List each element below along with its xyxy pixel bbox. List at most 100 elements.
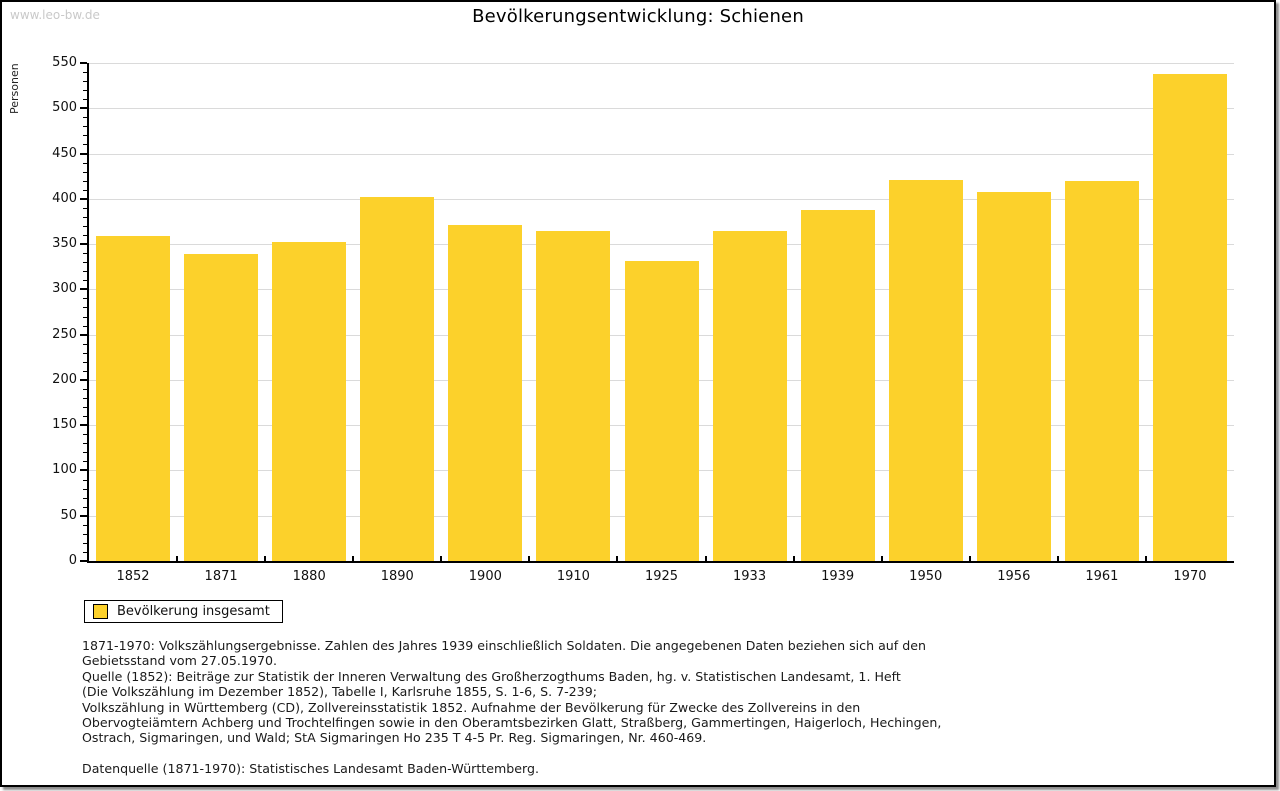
y-tick-460: [83, 144, 87, 146]
x-tick-4: [440, 556, 443, 561]
bar-1900: [448, 225, 523, 561]
y-tick-280: [83, 307, 87, 309]
footnote-paragraph-1: 1871-1970: Volkszählungsergebnisse. Zahl…: [82, 638, 941, 746]
footnote-line: Datenquelle (1871-1970): Statistisches L…: [82, 760, 539, 776]
footnote-line: Gebietsstand vom 27.05.1970.: [82, 653, 277, 669]
y-tick-130: [83, 443, 87, 445]
y-tick-170: [83, 407, 87, 409]
x-tick-8: [792, 556, 795, 561]
y-tick-label-0: 0: [68, 553, 77, 568]
y-tick-100: [80, 469, 87, 472]
y-tick-390: [83, 207, 87, 209]
y-tick-300: [80, 288, 87, 291]
y-tick-180: [83, 398, 87, 400]
gridline-350: [89, 244, 1234, 246]
x-label-1880: 1880: [292, 569, 326, 584]
y-tick-190: [83, 388, 87, 390]
y-tick-70: [83, 497, 87, 499]
x-label-1871: 1871: [204, 569, 238, 584]
x-tick-1: [176, 556, 179, 561]
y-tick-270: [83, 316, 87, 318]
y-tick-310: [83, 280, 87, 282]
y-tick-10: [83, 551, 87, 553]
y-tick-60: [83, 506, 87, 508]
bar-1890: [360, 197, 435, 561]
y-tick-360: [83, 235, 87, 237]
x-label-1910: 1910: [556, 569, 590, 584]
y-tick-140: [83, 434, 87, 436]
y-tick-430: [83, 171, 87, 173]
y-tick-480: [83, 126, 87, 128]
y-tick-220: [83, 361, 87, 363]
y-tick-410: [83, 189, 87, 191]
y-tick-290: [83, 298, 87, 300]
y-tick-440: [83, 162, 87, 164]
bar-1852: [96, 235, 171, 561]
y-tick-420: [83, 180, 87, 182]
y-tick-350: [80, 243, 87, 246]
bar-1880: [272, 242, 347, 561]
x-tick-12: [1144, 556, 1147, 561]
y-tick-80: [83, 488, 87, 490]
y-tick-230: [83, 352, 87, 354]
bar-1950: [888, 179, 963, 561]
y-tick-450: [80, 152, 87, 155]
x-tick-6: [616, 556, 619, 561]
footnote-line: Obervogteiämtern Achberg und Trochtelfin…: [82, 715, 942, 731]
y-tick-250: [80, 333, 87, 336]
y-tick-120: [83, 452, 87, 454]
x-tick-2: [264, 556, 267, 561]
x-label-1961: 1961: [1085, 569, 1119, 584]
x-label-1970: 1970: [1173, 569, 1207, 584]
y-tick-label-300: 300: [52, 281, 77, 297]
bar-1910: [536, 231, 611, 561]
y-tick-label-50: 50: [60, 507, 77, 523]
y-tick-label-350: 350: [52, 236, 77, 252]
x-tick-10: [968, 556, 971, 561]
footnote-line: Volkszählung in Württemberg (CD), Zollve…: [82, 699, 861, 715]
legend-box: Bevölkerung insgesamt: [84, 600, 283, 623]
y-tick-530: [83, 81, 87, 83]
y-tick-label-500: 500: [52, 100, 77, 116]
y-tick-label-250: 250: [52, 326, 77, 342]
x-label-1933: 1933: [733, 569, 767, 584]
x-label-1900: 1900: [468, 569, 502, 584]
y-tick-90: [83, 479, 87, 481]
y-tick-540: [83, 72, 87, 74]
y-tick-240: [83, 343, 87, 345]
x-tick-7: [704, 556, 707, 561]
plot-area: 0 50 100 150 200 250 300 350 400 450 500 550 1852 187…: [52, 55, 1234, 584]
y-tick-label-150: 150: [52, 417, 77, 433]
y-tick-370: [83, 225, 87, 227]
x-tick-5: [528, 556, 531, 561]
gridline-450: [89, 153, 1234, 155]
footnote-line: 1871-1970: Volkszählungsergebnisse. Zahl…: [82, 638, 926, 653]
x-label-1852: 1852: [116, 569, 150, 584]
y-tick-label-400: 400: [52, 190, 77, 206]
footnotes: 1871-1970: Volkszählungsergebnisse. Zahl…: [82, 638, 941, 791]
x-tick-9: [880, 556, 883, 561]
y-tick-330: [83, 262, 87, 264]
y-tick-label-100: 100: [52, 462, 77, 478]
footnote-line: Quelle (1852): Beiträge zur Statistik de…: [82, 668, 901, 684]
y-tick-label-550: 550: [52, 55, 77, 70]
y-tick-0: [80, 560, 87, 562]
y-tick-400: [80, 197, 87, 200]
y-tick-510: [83, 99, 87, 101]
watermark: www.leo-bw.de: [10, 8, 100, 22]
y-tick-380: [83, 216, 87, 218]
bar-1970: [1152, 73, 1227, 561]
bar-1961: [1064, 180, 1139, 561]
y-tick-150: [80, 424, 87, 427]
x-label-1925: 1925: [644, 569, 679, 584]
x-tick-11: [1056, 556, 1059, 561]
y-tick-label-450: 450: [52, 145, 77, 161]
gridline-400: [89, 198, 1234, 200]
gridline-550: [89, 63, 1234, 64]
y-tick-40: [83, 524, 87, 526]
y-tick-20: [83, 542, 87, 544]
footnote-line: Ostrach, Sigmaringen, und Wald; StA Sigm…: [82, 730, 707, 746]
y-axis-label: Personen: [8, 63, 21, 114]
legend-swatch-icon: [93, 604, 108, 619]
x-label-1950: 1950: [909, 569, 943, 584]
